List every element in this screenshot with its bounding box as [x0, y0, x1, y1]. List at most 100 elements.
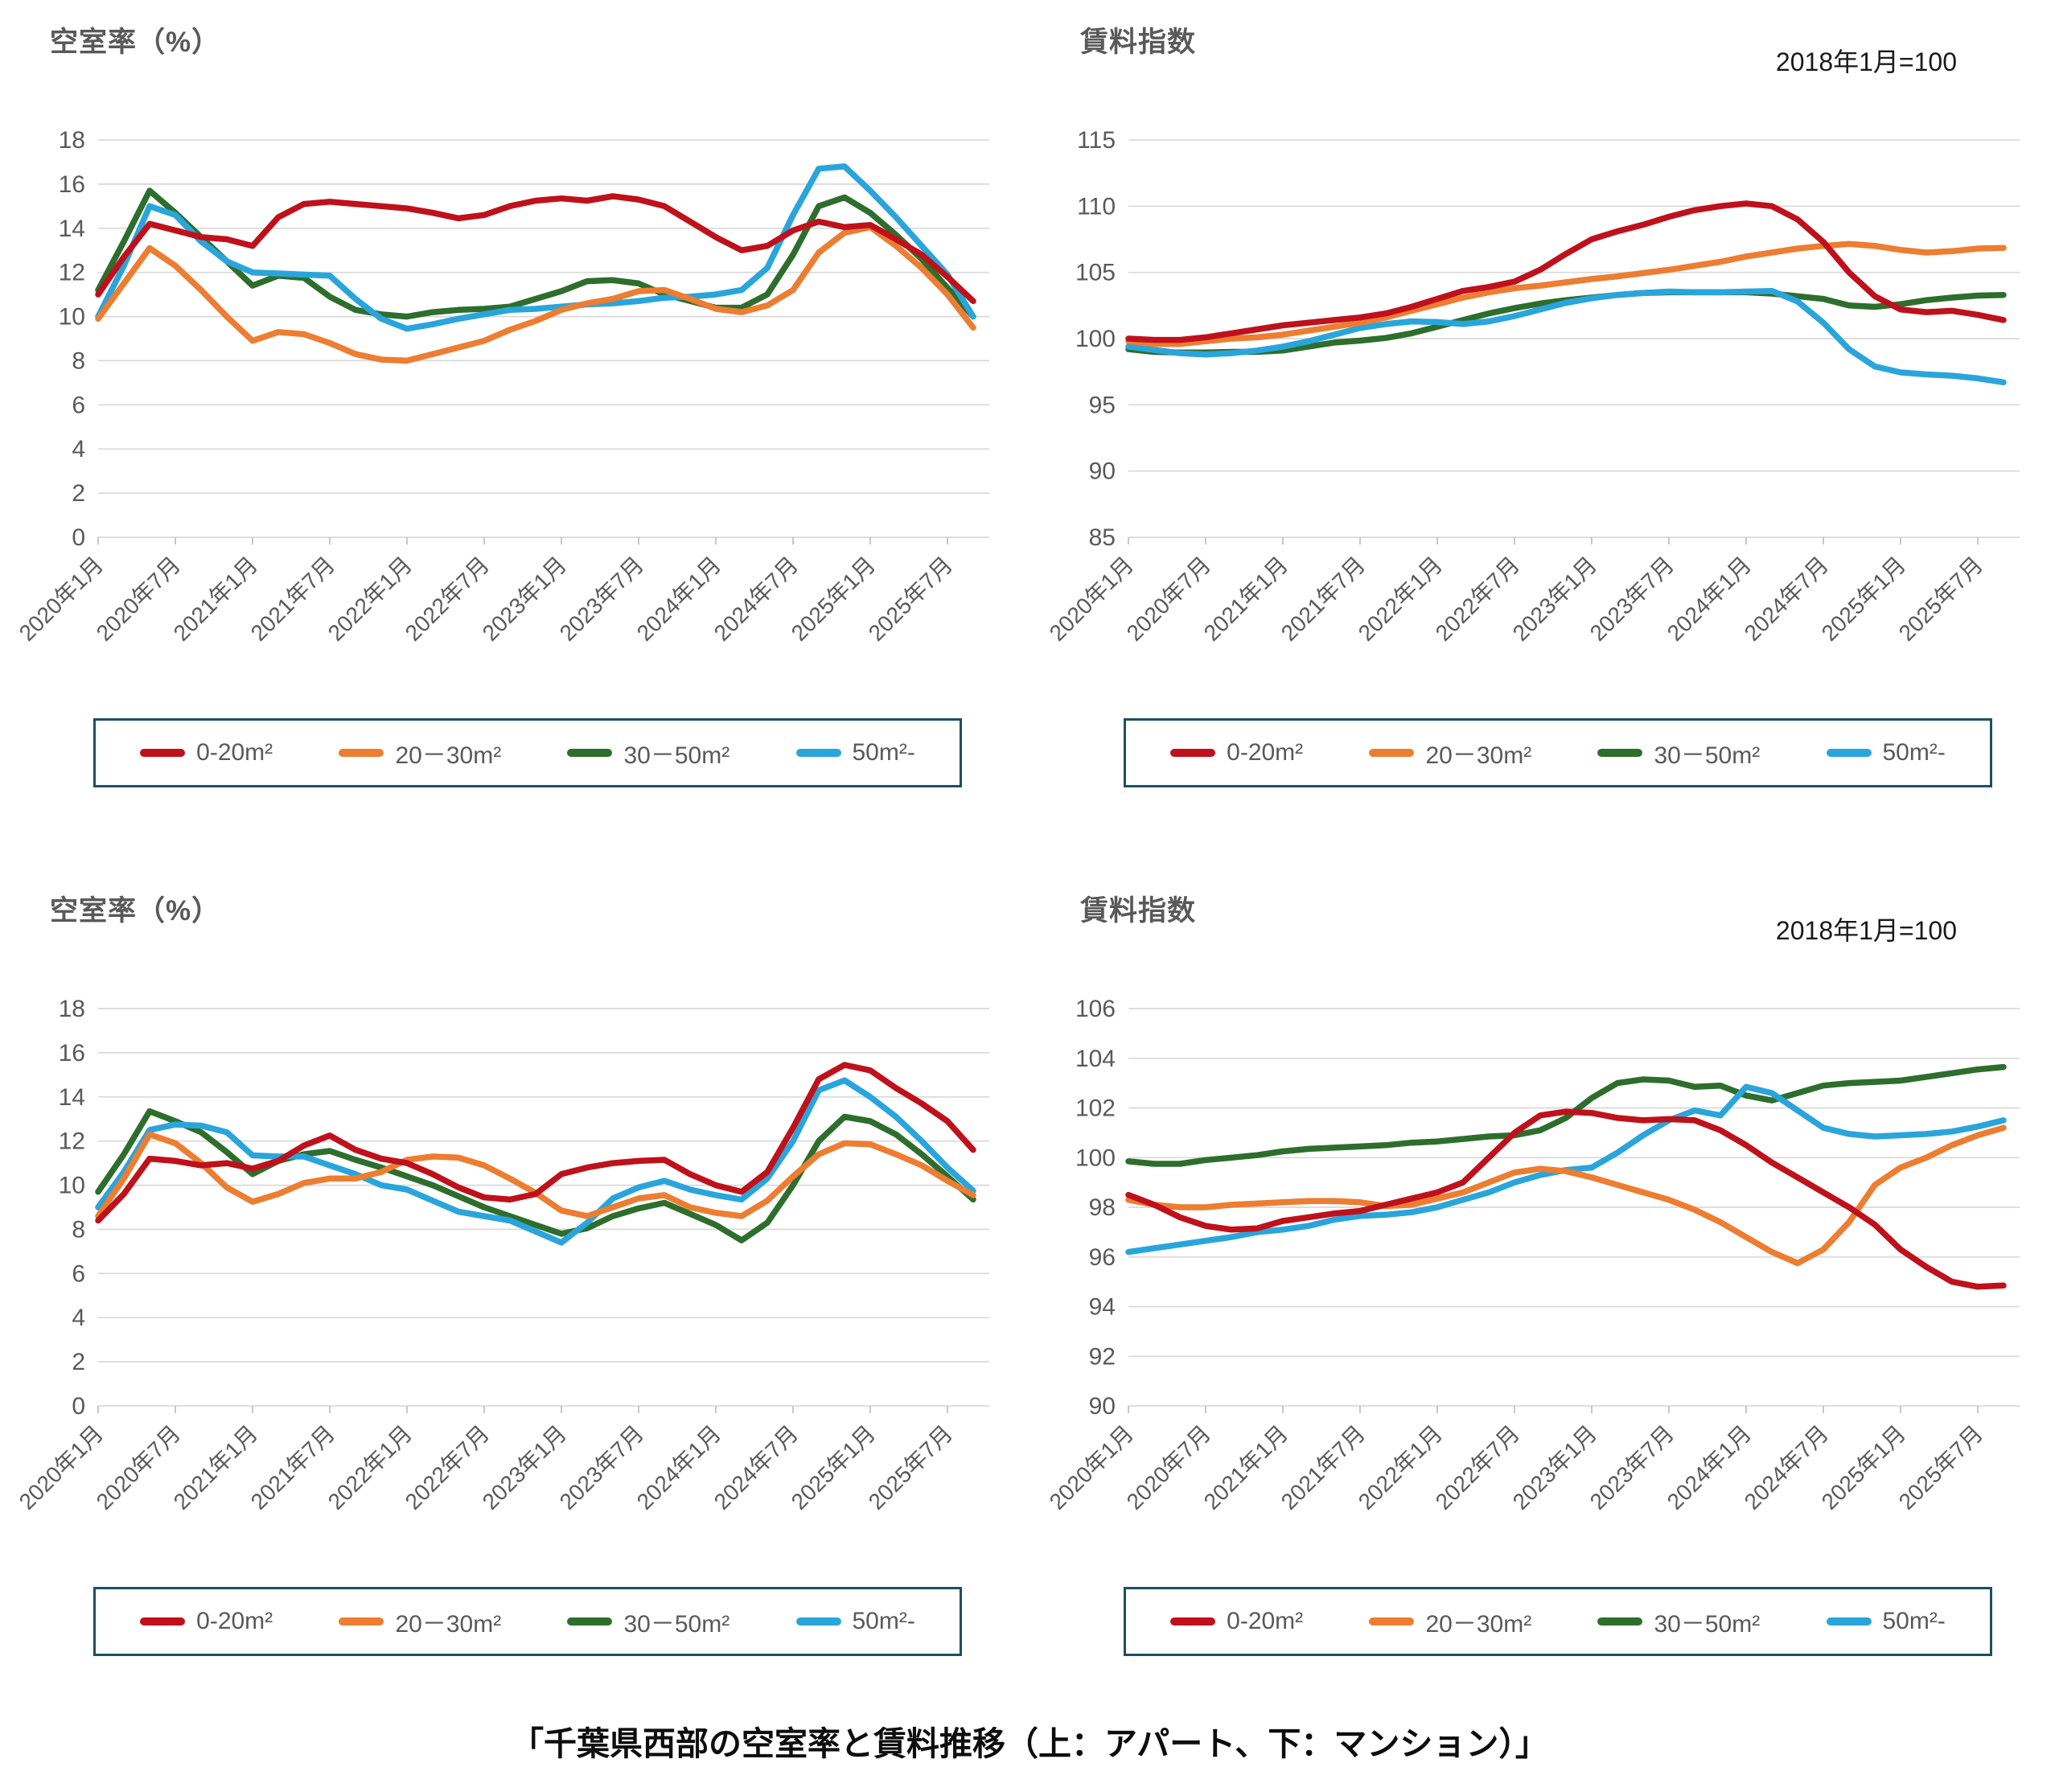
- y-tick-label: 90: [1089, 458, 1116, 485]
- y-tick-label: 8: [72, 347, 85, 374]
- legend-label: 0-20m²: [196, 1608, 273, 1634]
- legend-item-20－30m²: 20－30m²: [339, 1604, 501, 1639]
- y-tick-label: 98: [1089, 1194, 1116, 1221]
- y-tick-label: 16: [59, 1040, 85, 1067]
- figure-caption: 「千葉県西部の空室率と賃料推移（上：アパート、下：マンション）」: [511, 1725, 1548, 1762]
- legend-item-0-20m²: 0-20m²: [1170, 739, 1303, 767]
- legend-item-0-20m²: 0-20m²: [1170, 1608, 1303, 1635]
- y-tick-label: 100: [1075, 1145, 1116, 1171]
- chart-apartment-rent-index: 賃料指数 2018年1月=100 115 110 105 100 95 90 85 2020年…: [1048, 5, 2053, 857]
- legend-item-30－50m²: 30－50m²: [567, 1604, 729, 1639]
- legend: 0-20m² 20－30m² 30－50m² 50m²-: [1124, 1587, 1992, 1656]
- legend-swatch-icon: [1826, 749, 1872, 757]
- legend-label: 0-20m²: [1227, 1608, 1304, 1634]
- y-tick-label: 0: [72, 524, 85, 551]
- legend-label: 20－30m²: [395, 742, 502, 769]
- y-tick-label: 2: [72, 480, 85, 507]
- legend-item-20－30m²: 20－30m²: [1369, 1604, 1531, 1639]
- plot-area: 10610410210098969492902020年1月2020年7月2021…: [1048, 996, 2020, 1515]
- legend-swatch-icon: [1170, 749, 1216, 757]
- y-tick-label: 94: [1089, 1294, 1116, 1321]
- series-line-20－30m²: [1125, 240, 2007, 347]
- x-tick-label: 2025年7月: [864, 552, 958, 646]
- y-tick-label: 0: [72, 1393, 85, 1420]
- y-tick-label: 12: [59, 260, 85, 286]
- legend-label: 0-20m²: [196, 739, 273, 766]
- y-tick-label: 96: [1089, 1244, 1116, 1271]
- legend-swatch-icon: [567, 1617, 613, 1626]
- legend-swatch-icon: [1369, 1617, 1415, 1626]
- legend-label: 30－50m²: [1654, 742, 1761, 769]
- legend-swatch-icon: [1826, 1617, 1872, 1626]
- y-tick-label: 110: [1077, 193, 1116, 220]
- series-line-30－50m²: [95, 187, 976, 320]
- y-tick-label: 18: [59, 127, 85, 154]
- chart-title: 空室率（%）: [50, 27, 221, 58]
- legend-label: 30－50m²: [623, 742, 730, 769]
- y-tick-label: 10: [59, 304, 85, 331]
- legend-label: 0-20m²: [1227, 739, 1304, 766]
- legend-swatch-icon: [1170, 1617, 1216, 1626]
- y-tick-label: 4: [72, 1305, 85, 1331]
- plot-area: 1151101051009590852020年1月2020年7月2021年1月2…: [1048, 127, 2020, 646]
- y-tick-label: 10: [59, 1173, 85, 1199]
- legend-item-30－50m²: 30－50m²: [567, 735, 729, 771]
- y-tick-label: 6: [72, 1260, 85, 1287]
- series-line-50m²-: [95, 163, 976, 332]
- y-tick-label: 92: [1089, 1343, 1116, 1370]
- y-tick-label: 85: [1089, 524, 1116, 551]
- plot-area: 1816141210864202020年1月2020年7月2021年1月2021…: [18, 996, 989, 1515]
- series-line-20－30m²: [95, 224, 976, 364]
- y-tick-label: 100: [1075, 326, 1116, 352]
- legend-swatch-icon: [140, 749, 186, 757]
- y-tick-label: 90: [1089, 1393, 1116, 1420]
- y-tick-label: 12: [59, 1128, 85, 1155]
- y-tick-label: 104: [1075, 1046, 1116, 1072]
- legend-item-0-20m²: 0-20m²: [140, 1608, 273, 1635]
- series-line-0-20m²: [1125, 1108, 2007, 1290]
- legend-item-0-20m²: 0-20m²: [140, 739, 273, 767]
- legend-swatch-icon: [1369, 749, 1415, 757]
- legend-swatch-icon: [339, 749, 384, 757]
- legend-item-20－30m²: 20－30m²: [339, 735, 501, 771]
- chart-mansion-rent-index: 賃料指数 2018年1月=100 106 104 102 100 98 96 94 92 90 2…: [1048, 873, 2053, 1726]
- series-line-20－30m²: [95, 1131, 976, 1219]
- y-tick-label: 14: [59, 216, 85, 242]
- legend-swatch-icon: [140, 1617, 186, 1626]
- legend-label: 50m²-: [852, 1608, 915, 1634]
- y-tick-label: 105: [1075, 260, 1116, 286]
- x-tick-label: 2025年7月: [1894, 1420, 1988, 1515]
- series-line-0-20m²: [95, 1062, 976, 1224]
- legend-swatch-icon: [567, 749, 613, 757]
- series-line-50m²-: [1125, 287, 2007, 386]
- legend-label: 20－30m²: [395, 1611, 502, 1638]
- legend-label: 20－30m²: [1425, 742, 1532, 769]
- chart-title: 賃料指数: [1080, 27, 1197, 58]
- legend-label: 30－50m²: [623, 1611, 730, 1638]
- series-line-20－30m²: [1125, 1124, 2007, 1267]
- y-tick-label: 14: [59, 1084, 85, 1111]
- index-base-note: 2018年1月=100: [1775, 47, 1957, 76]
- legend-item-50m²-: 50m²-: [795, 739, 915, 767]
- y-tick-label: 2: [72, 1349, 85, 1375]
- chart-title: 空室率（%）: [50, 895, 221, 927]
- legend-label: 50m²-: [1882, 739, 1946, 766]
- series-line-30－50m²: [1125, 1063, 2007, 1167]
- legend: 0-20m² 20－30m² 30－50m² 50m²-: [93, 1587, 962, 1656]
- y-tick-label: 115: [1077, 127, 1116, 154]
- legend-swatch-icon: [795, 1617, 841, 1626]
- legend-item-30－50m²: 30－50m²: [1597, 1604, 1760, 1639]
- chart-title: 賃料指数: [1080, 895, 1197, 927]
- chart-mansion-vacancy-rate: 空室率（%） 18 16 14 12 10 8 6 4 2 0 2020年1月 2020年7月 2021…: [18, 873, 1023, 1726]
- legend-swatch-icon: [1597, 749, 1643, 757]
- y-tick-label: 18: [59, 996, 85, 1022]
- legend: 0-20m² 20－30m² 30－50m² 50m²-: [93, 718, 962, 787]
- chart-apartment-vacancy-rate: 空室率（%） 18 16 14 12 10 8 6 4 2 0 2020年1月 2020年7月 2021…: [18, 5, 1023, 857]
- legend-item-20－30m²: 20－30m²: [1369, 735, 1531, 771]
- legend-item-50m²-: 50m²-: [1826, 1608, 1946, 1635]
- y-tick-label: 6: [72, 392, 85, 418]
- legend-swatch-icon: [339, 1617, 384, 1626]
- y-tick-label: 102: [1075, 1095, 1116, 1122]
- y-tick-label: 8: [72, 1216, 85, 1243]
